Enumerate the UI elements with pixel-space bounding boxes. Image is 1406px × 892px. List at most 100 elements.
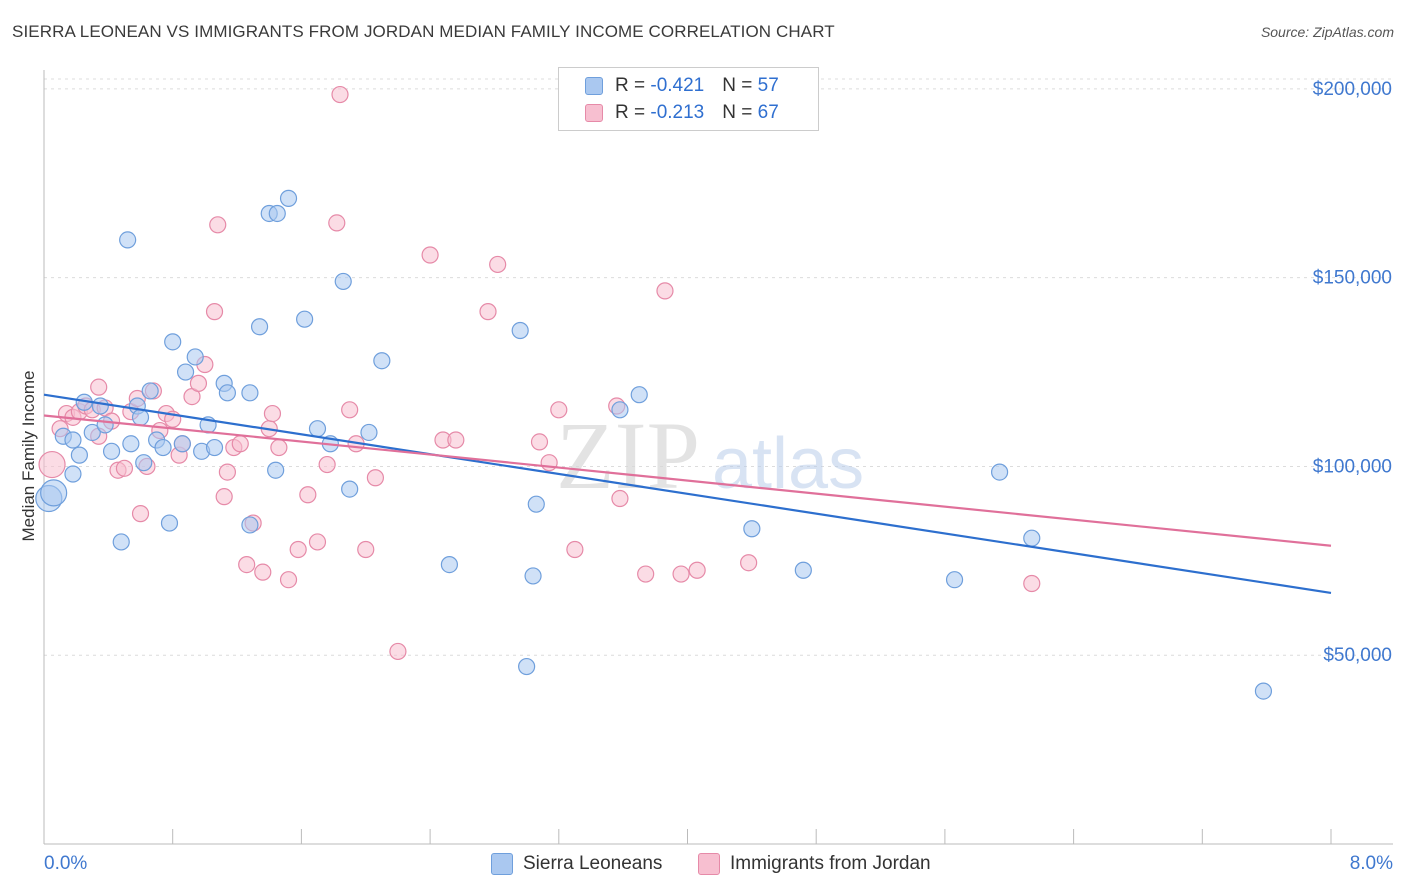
jordan-point-48 [421,246,439,264]
jordan-point-56 [566,540,584,559]
jordan-point-26 [215,488,233,506]
sierra-leonean-point-44 [518,657,536,676]
r-value: -0.213 [650,102,705,123]
sierra-leonean-point-4 [64,465,82,483]
y-tick-label-3: $200,000 [1313,79,1392,100]
legend-label-sierra-leoneans: Sierra Leoneans [523,853,663,874]
jordan-point-39 [308,533,327,551]
x-tick-labels: 0.0% 8.0% [44,853,1393,874]
sierra-leonean-point-51 [945,571,964,589]
sierra-leonean-point-28 [218,384,236,402]
jordan-point-27 [218,463,236,481]
jordan-point-55 [550,401,568,419]
jordan-point-36 [279,571,298,589]
sierra-leonean-point-42 [440,556,459,574]
sierra-leonean-point-16 [141,382,159,400]
sierra-leonean-point-12 [119,231,137,249]
jordan-point-59 [637,565,655,583]
sierra-leonean-point-13 [122,435,140,453]
jordan-point-0 [38,450,66,479]
sierra-leonean-point-5 [70,446,88,464]
sierra-leonean-point-35 [296,310,314,328]
jordan-point-29 [231,435,249,453]
jordan-point-35 [270,438,288,457]
jordan-point-58 [611,489,629,508]
sierra-leonean-point-1 [40,479,68,507]
r-label: R = [615,102,651,123]
source-label: Source: ZipAtlas.com [1260,24,1394,40]
sierra-leonean-point-49 [743,520,761,538]
pink-swatch [585,104,603,122]
sierra-leonean-point-39 [341,480,359,498]
sierra-leonean-point-50 [794,561,812,579]
sierra-leonean-point-52 [990,463,1009,481]
sierra-leonean-point-19 [160,514,179,532]
r-value: -0.421 [650,75,705,96]
blue-swatch [491,853,513,875]
jordan-point-32 [254,563,272,581]
stats-legend-row-jordan: R = -0.213 N = 67 [585,101,779,125]
sierra-leonean-point-10 [102,442,121,460]
n-value: 67 [757,102,779,123]
jordan-point-52 [489,255,507,274]
sierra-leonean-point-55 [241,516,259,534]
sierra-leonean-point-8 [91,397,109,415]
jordan-point-23 [189,374,208,392]
sierra-leonean-point-45 [524,567,542,585]
y-tick-labels: $50,000 $100,000 $150,000 $200,000 [1313,79,1392,666]
pink-swatch [698,853,720,875]
r-label: R = [615,75,651,96]
n-label: N = [722,75,758,96]
sierra-leonean-point-36 [308,420,327,438]
sierra-leonean-point-20 [164,333,182,351]
blue-swatch [585,77,603,95]
sierra-leonean-point-7 [83,423,101,442]
n-value: 57 [757,75,779,96]
x-tick-label-min: 0.0% [44,853,87,874]
jordan-point-53 [530,433,549,451]
jordan-point-43 [341,401,359,419]
stats-legend-row-sierra-leoneans: R = -0.421 N = 57 [585,74,779,98]
jordan-point-60 [656,282,674,300]
jordan-point-37 [289,540,307,559]
jordan-point-38 [299,486,317,504]
sierra-leonean-point-32 [268,204,286,223]
jordan-point-45 [357,540,375,559]
sierra-leonean-point-30 [250,318,269,336]
sierra-leonean-point-38 [334,272,352,291]
jordan-point-42 [331,85,349,104]
sierra-leonean-point-29 [241,384,259,402]
sierra-leonean-point-11 [112,533,130,551]
sierra-leonean-point-33 [267,461,285,479]
jordan-point-41 [328,214,346,232]
watermark-atlas: atlas [712,424,864,504]
jordan-point-62 [688,561,706,579]
sierra-leonean-point-43 [511,321,529,340]
sierra-leonean-point-41 [373,352,391,370]
sierra-leonean-point-23 [186,348,204,366]
y-tick-label-0: $50,000 [1323,645,1392,666]
chart-title: SIERRA LEONEAN VS IMMIGRANTS FROM JORDAN… [12,22,835,41]
sierra-leonean-point-56 [131,408,150,426]
jordan-point-65 [209,216,227,234]
jordan-point-30 [238,556,256,574]
jordan-point-11 [115,459,134,477]
jordan-point-61 [672,565,690,583]
sierra-leonean-point-18 [154,438,172,457]
jordan-point-64 [1023,574,1041,593]
jordan-point-34 [263,404,282,423]
legend-item-jordan: Immigrants from Jordan [698,851,931,877]
y-tick-label-1: $100,000 [1313,456,1392,477]
jordan-point-47 [389,642,407,661]
y-axis-label-group: Median Family Income [19,370,38,541]
legend-label-jordan: Immigrants from Jordan [730,853,931,874]
sierra-leonean-point-9 [96,416,114,434]
sierra-leonean-point-46 [527,495,545,513]
sierra-leonean-point-48 [630,386,648,404]
jordan-point-63 [740,554,758,572]
jordan-point-50 [447,431,465,449]
y-axis-label: Median Family Income [19,370,38,541]
watermark: ZIP atlas [556,402,864,509]
sierra-leonean-point-26 [205,438,224,457]
